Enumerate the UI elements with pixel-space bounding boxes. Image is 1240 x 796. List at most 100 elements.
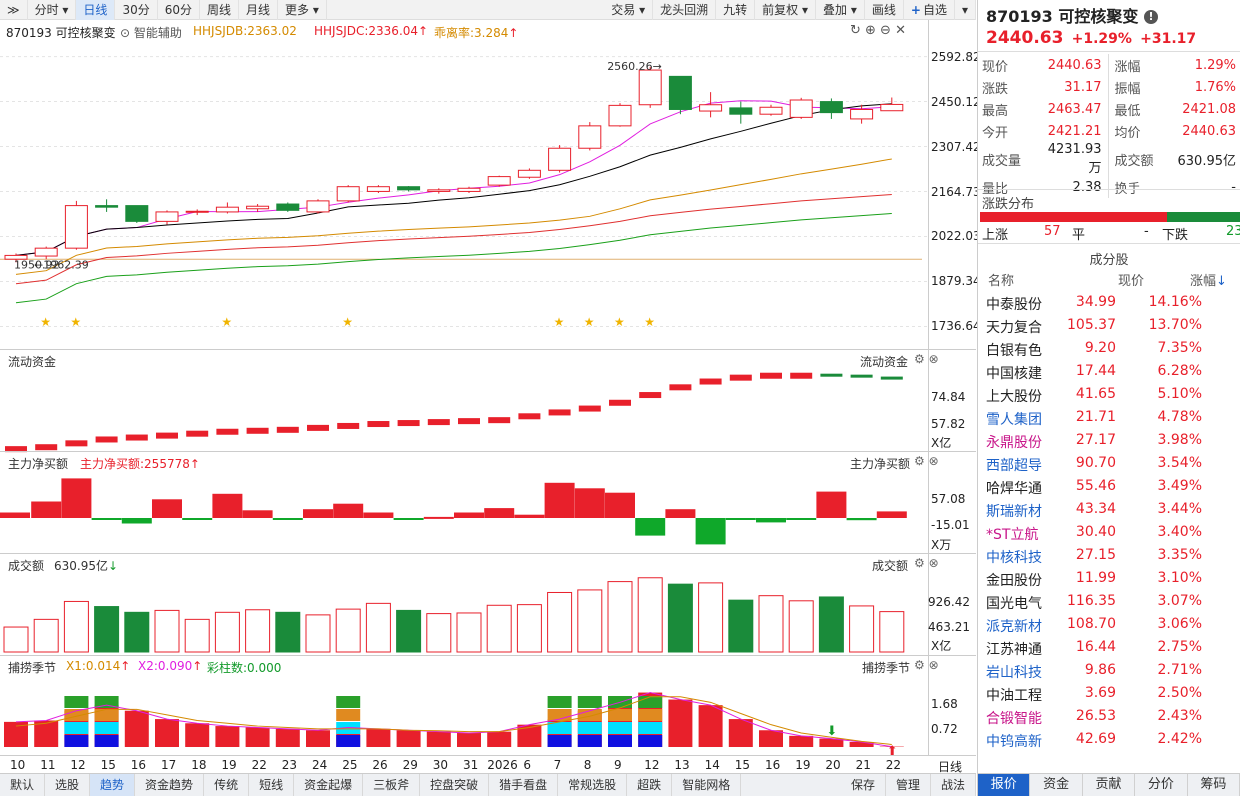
stock-row[interactable]: 哈焊华通 55.46 3.49% [982, 476, 1236, 499]
stock-row[interactable]: 中钨高新 42.69 2.42% [982, 729, 1236, 752]
strategy-tab[interactable]: 猎手看盘 [489, 774, 559, 796]
stock-name: 天力复合 [986, 320, 1042, 336]
stock-row[interactable]: 金田股份 11.99 3.10% [982, 568, 1236, 591]
strategy-tab[interactable]: 默认 [0, 774, 46, 796]
stock-row[interactable]: 中核科技 27.15 3.35% [982, 545, 1236, 568]
strategy-tab[interactable]: 资金趋势 [135, 774, 205, 796]
stock-row[interactable]: 合锻智能 26.53 2.43% [982, 706, 1236, 729]
zhuli-bar [61, 478, 92, 518]
fuquan-menu[interactable]: 前复权 ▾ [755, 0, 817, 20]
strategy-tab[interactable]: 常规选股 [558, 774, 628, 796]
stock-row[interactable]: 岩山科技 9.86 2.71% [982, 660, 1236, 683]
jiuzhuan-button[interactable]: 九转 [716, 0, 756, 20]
stock-row[interactable]: 永鼎股份 27.17 3.98% [982, 430, 1236, 453]
stock-row[interactable]: 中国核建 17.44 6.28% [982, 361, 1236, 384]
chart-title: 870193 可控核聚变 [6, 26, 116, 40]
zhanfa-button[interactable]: 战法 [931, 774, 976, 796]
period-day-tab[interactable]: 日线 [76, 0, 116, 20]
bulao-bar [245, 727, 270, 747]
gear-icon[interactable]: ⚙ ⊗ [914, 454, 939, 468]
zhuli-bar [544, 482, 575, 518]
save-button[interactable]: 保存 [841, 774, 886, 796]
period-month-tab[interactable]: 月线 [239, 0, 279, 20]
period-60-tab[interactable]: 60分 [158, 0, 200, 20]
stock-row[interactable]: 西部超导 90.70 3.54% [982, 453, 1236, 476]
date-tick: 20 [825, 758, 841, 772]
volume-bar [667, 583, 693, 653]
gear-icon[interactable]: ⚙ ⊗ [914, 352, 939, 366]
stock-row[interactable]: 派克新材 108.70 3.06% [982, 614, 1236, 637]
stock-row[interactable]: 中泰股份 34.99 14.16% [982, 292, 1236, 315]
chart-controls[interactable]: ↻ ⊕ ⊖ ✕ [850, 23, 906, 38]
quote-tab[interactable]: 分价 [1135, 774, 1188, 796]
strategy-tab[interactable]: 资金起爆 [294, 774, 364, 796]
strategy-tab[interactable]: 传统 [204, 774, 250, 796]
stock-row[interactable]: 斯瑞新材 43.34 3.44% [982, 499, 1236, 522]
stock-pct: 3.98% [1157, 432, 1202, 448]
stock-name: 斯瑞新材 [986, 504, 1042, 520]
volume-bar [396, 609, 422, 653]
assist-toggle[interactable]: ⊙ 智能辅助 [120, 26, 182, 40]
stock-row[interactable]: 上大股份 41.65 5.10% [982, 384, 1236, 407]
zixuan-dropdown-icon[interactable]: ▾ [955, 0, 976, 20]
gear-icon[interactable]: ⚙ ⊗ [914, 658, 939, 672]
draw-button[interactable]: 画线 [865, 0, 904, 20]
liudong-bar [488, 417, 511, 424]
manage-button[interactable]: 管理 [886, 774, 931, 796]
stock-row[interactable]: 江苏神通 16.44 2.75% [982, 637, 1236, 660]
trade-menu[interactable]: 交易 ▾ [604, 0, 654, 20]
zixuan-button[interactable]: + 自选 [904, 0, 955, 20]
stock-price: 116.35 [1067, 593, 1116, 609]
liudong-bar [367, 421, 390, 428]
stock-row[interactable]: 雪人集团 21.71 4.78% [982, 407, 1236, 430]
star-icon: ★ [644, 315, 655, 329]
bulao-color-block [608, 709, 632, 721]
candle-body [4, 254, 28, 260]
liudong-bar [307, 424, 329, 431]
more-menu[interactable]: 更多 ▾ [278, 0, 327, 20]
period-week-tab[interactable]: 周线 [200, 0, 240, 20]
sort-by-pct[interactable]: 涨幅↓ [1190, 274, 1227, 289]
volume-bar [698, 582, 724, 653]
strategy-tab[interactable]: 控盘突破 [420, 774, 490, 796]
stock-pct: 13.70% [1148, 317, 1202, 333]
zhuli-tick-1: 57.08 [931, 492, 966, 506]
stock-row[interactable]: 中油工程 3.69 2.50% [982, 683, 1236, 706]
period-30-tab[interactable]: 30分 [115, 0, 158, 20]
bulao-bar [306, 730, 330, 747]
bulao-color-block [638, 735, 663, 747]
quote-tab[interactable]: 报价 [978, 774, 1031, 796]
stock-row[interactable]: *ST立航 30.40 3.40% [982, 522, 1236, 545]
overlay-menu[interactable]: 叠加 ▾ [816, 0, 865, 20]
volume-bar [547, 591, 573, 653]
volume-bar [426, 613, 452, 653]
gear-icon[interactable]: ⚙ ⊗ [914, 556, 939, 570]
strategy-tab[interactable]: 智能网格 [672, 774, 742, 796]
liudong-bar [156, 432, 178, 439]
quote-tab[interactable]: 资金 [1030, 774, 1083, 796]
liudong-bar [880, 376, 903, 380]
dragon-button[interactable]: 龙头回溯 [653, 0, 717, 20]
info-icon[interactable]: ! [1143, 10, 1158, 24]
bulao-color-block [638, 709, 663, 721]
bulao-color-block [94, 722, 119, 734]
quote-tabs: 报价 资金 贡献 分价 筹码 [978, 773, 1240, 796]
stock-price: 34.99 [1075, 294, 1116, 310]
strategy-tab[interactable]: 超跌 [627, 774, 673, 796]
quote-tab[interactable]: 贡献 [1083, 774, 1136, 796]
menu-icon[interactable]: ≫ [0, 0, 28, 20]
stock-row[interactable]: 白银有色 9.20 7.35% [982, 338, 1236, 361]
period-time-tab[interactable]: 分时 ▾ [28, 0, 77, 20]
quote-panel: 870193 可控核聚变 ! 2440.63 +1.29% +31.17 现价 2… [977, 0, 1240, 796]
stock-row[interactable]: 天力复合 105.37 13.70% [982, 315, 1236, 338]
strategy-tab[interactable]: 趋势 [90, 774, 136, 796]
stock-pct: 7.35% [1157, 340, 1202, 356]
volume-bar [94, 606, 120, 653]
strategy-tab[interactable]: 短线 [249, 774, 295, 796]
strategy-tab[interactable]: 三板斧 [363, 774, 421, 796]
bulao-bar [759, 730, 783, 747]
stock-row[interactable]: 国光电气 116.35 3.07% [982, 591, 1236, 614]
strategy-tab[interactable]: 选股 [45, 774, 91, 796]
quote-tab[interactable]: 筹码 [1188, 774, 1240, 796]
